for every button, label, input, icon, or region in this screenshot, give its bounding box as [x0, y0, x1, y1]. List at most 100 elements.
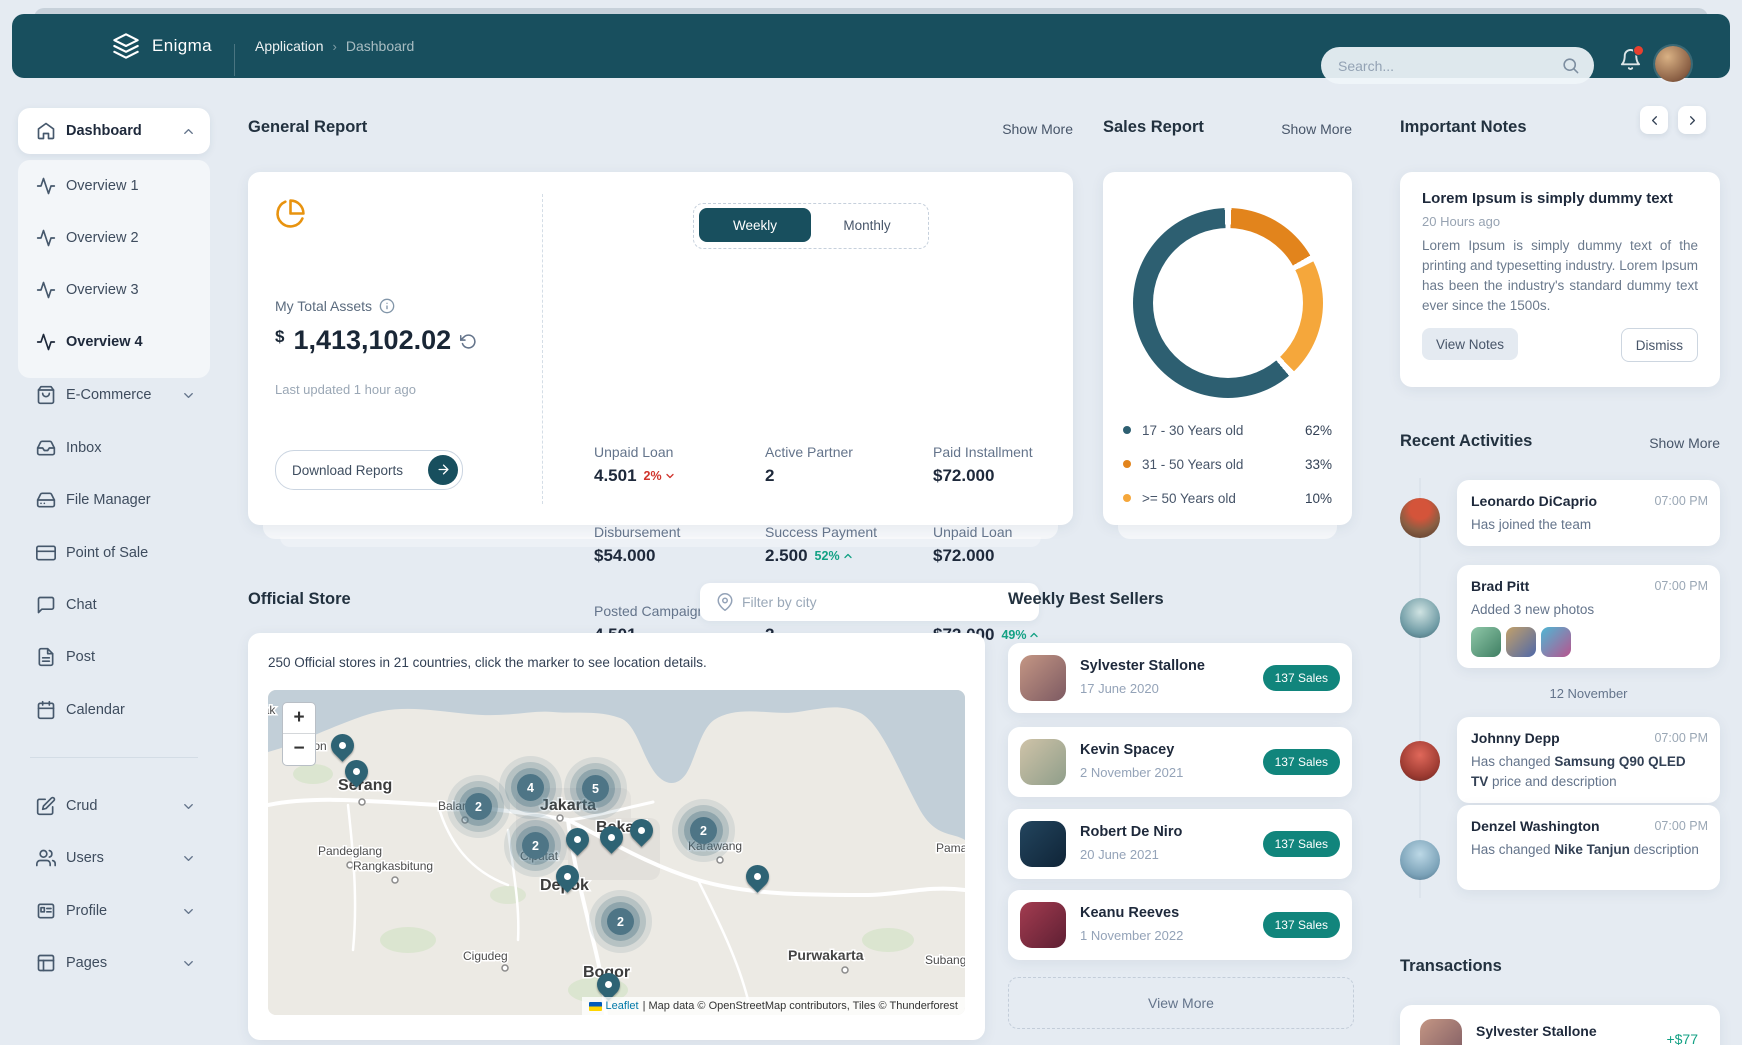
sidebar-item-users[interactable]: Users: [18, 838, 210, 878]
sidebar-item-chat[interactable]: Chat: [18, 585, 210, 625]
sales-report-show-more[interactable]: Show More: [1281, 121, 1352, 137]
sidebar-item-calendar[interactable]: Calendar: [18, 690, 210, 730]
stat-value: $54.000: [594, 546, 656, 565]
info-icon[interactable]: [379, 298, 395, 314]
activity-icon: [36, 228, 56, 248]
sales-donut-chart: [1133, 208, 1323, 398]
notes-next-button[interactable]: [1678, 106, 1706, 134]
activity-avatar: [1400, 598, 1440, 638]
stat-label: Active Partner: [765, 444, 853, 460]
sidebar-item-inbox[interactable]: Inbox: [18, 428, 210, 468]
sidebar-item-dashboard[interactable]: Dashboard: [18, 111, 210, 151]
view-notes-button[interactable]: View Notes: [1422, 328, 1519, 360]
map-canvas: Merak Cilegon Serang Balaraja Pandeglang…: [268, 690, 965, 1015]
store-map[interactable]: Merak Cilegon Serang Balaraja Pandeglang…: [268, 690, 965, 1015]
sidebar-item-crud[interactable]: Crud: [18, 786, 210, 826]
transaction-row[interactable]: Sylvester Stallone +$77: [1400, 1005, 1720, 1045]
pie-chart-icon: [275, 198, 306, 229]
map-city-label: Purwakarta: [788, 947, 864, 963]
legend-dot-teal: [1123, 426, 1131, 434]
toggle-monthly-button[interactable]: Monthly: [843, 217, 891, 233]
sidebar-item-overview-3[interactable]: Overview 3: [18, 270, 210, 310]
refresh-icon[interactable]: [460, 333, 477, 350]
zoom-in-button[interactable]: +: [293, 707, 305, 728]
stat-label: Disbursement: [594, 524, 681, 540]
photo-thumbnail[interactable]: [1471, 627, 1501, 657]
seller-name: Keanu Reeves: [1080, 905, 1180, 921]
last-updated-text: Last updated 1 hour ago: [275, 382, 416, 397]
zoom-divider: [283, 733, 315, 734]
map-cluster-marker[interactable]: 2: [522, 832, 549, 859]
chevron-down-icon: [181, 904, 196, 919]
filter-by-city-input[interactable]: [700, 583, 1039, 621]
sidebar-item-overview-1[interactable]: Overview 1: [18, 166, 210, 206]
chevron-down-icon: [181, 799, 196, 814]
zoom-out-button[interactable]: −: [293, 738, 305, 759]
activity-time: 07:00 PM: [1654, 819, 1708, 833]
recent-activities-show-more[interactable]: Show More: [1649, 435, 1720, 451]
dismiss-button[interactable]: Dismiss: [1620, 328, 1698, 362]
download-reports-button[interactable]: Download Reports: [275, 450, 463, 490]
sidebar-label: Inbox: [66, 440, 102, 456]
sidebar-label: Pages: [66, 955, 108, 971]
sidebar-item-file-manager[interactable]: File Manager: [18, 480, 210, 520]
seller-row-keanu[interactable]: Keanu Reeves 1 November 2022 137 Sales: [1008, 890, 1352, 960]
map-city-label: Pamanukan: [936, 841, 965, 855]
notes-prev-button[interactable]: [1640, 106, 1668, 134]
sidebar-item-point-of-sale[interactable]: Point of Sale: [18, 533, 210, 573]
app-logo[interactable]: Enigma: [112, 31, 212, 61]
activity-name: Brad Pitt: [1471, 578, 1530, 594]
official-store-title: Official Store: [248, 590, 351, 608]
chevron-up-icon: [1028, 629, 1040, 641]
map-cluster-marker[interactable]: 5: [582, 775, 609, 802]
stat-label: Unpaid Loan: [594, 444, 674, 460]
map-cluster-marker[interactable]: 2: [607, 908, 634, 935]
sales-report-title: Sales Report: [1103, 118, 1204, 136]
activity-name: Leonardo DiCaprio: [1471, 493, 1598, 509]
seller-row-robert[interactable]: Robert De Niro 20 June 2021 137 Sales: [1008, 809, 1352, 879]
attribution-text: | Map data © OpenStreetMap contributors,…: [642, 1000, 958, 1012]
seller-photo: [1020, 821, 1066, 867]
sidebar-item-profile[interactable]: Profile: [18, 891, 210, 931]
chevron-left-icon: [1647, 113, 1662, 128]
sidebar-item-overview-4[interactable]: Overview 4: [18, 322, 210, 362]
seller-row-sylvester[interactable]: Sylvester Stallone 17 June 2020 137 Sale…: [1008, 643, 1352, 713]
sales-badge: 137 Sales: [1262, 749, 1340, 775]
activity-icon: [36, 176, 56, 196]
activity-item: Johnny Depp 07:00 PM Has changed Samsung…: [1457, 717, 1720, 803]
stat-unpaid-loan-2: Unpaid Loan $72.000: [933, 524, 1098, 566]
search-icon[interactable]: [1561, 56, 1580, 75]
file-text-icon: [36, 647, 56, 667]
activity-text: Has changed Nike Tanjun description: [1471, 842, 1699, 857]
important-note-card: Lorem Ipsum is simply dummy text 20 Hour…: [1400, 172, 1720, 387]
sidebar-item-pages[interactable]: Pages: [18, 943, 210, 983]
view-more-button[interactable]: View More: [1008, 977, 1354, 1029]
sales-badge: 137 Sales: [1262, 831, 1340, 857]
map-cluster-marker[interactable]: 2: [690, 817, 717, 844]
sidebar-item-ecommerce[interactable]: E-Commerce: [18, 375, 210, 415]
breadcrumb-application[interactable]: Application: [255, 38, 324, 54]
note-time: 20 Hours ago: [1422, 214, 1501, 229]
sidebar-label: Calendar: [66, 702, 125, 718]
map-cluster-marker[interactable]: 4: [517, 774, 544, 801]
sidebar-item-overview-2[interactable]: Overview 2: [18, 218, 210, 258]
sales-report-card: 17 - 30 Years old 62% 31 - 50 Years old …: [1103, 172, 1352, 525]
stat-value: 4.501: [594, 466, 637, 485]
sales-badge: 137 Sales: [1262, 912, 1340, 938]
sidebar-label: Crud: [66, 798, 98, 814]
note-body: Lorem Ipsum is simply dummy text of the …: [1422, 238, 1698, 313]
total-assets-label: My Total Assets: [275, 298, 395, 314]
map-cluster-marker[interactable]: 2: [465, 793, 492, 820]
general-report-show-more[interactable]: Show More: [1002, 121, 1073, 137]
stat-active-partner: Active Partner 2: [765, 444, 930, 486]
leaflet-link[interactable]: Leaflet: [605, 1000, 639, 1012]
toggle-weekly-button[interactable]: Weekly: [699, 208, 811, 242]
sidebar-item-post[interactable]: Post: [18, 637, 210, 677]
user-avatar[interactable]: [1655, 46, 1691, 82]
photo-thumbnail[interactable]: [1506, 627, 1536, 657]
seller-row-kevin[interactable]: Kevin Spacey 2 November 2021 137 Sales: [1008, 727, 1352, 797]
sidebar-label: Dashboard: [66, 123, 142, 139]
search-input[interactable]: [1321, 47, 1594, 84]
credit-card-icon: [36, 543, 56, 563]
photo-thumbnail[interactable]: [1541, 627, 1571, 657]
